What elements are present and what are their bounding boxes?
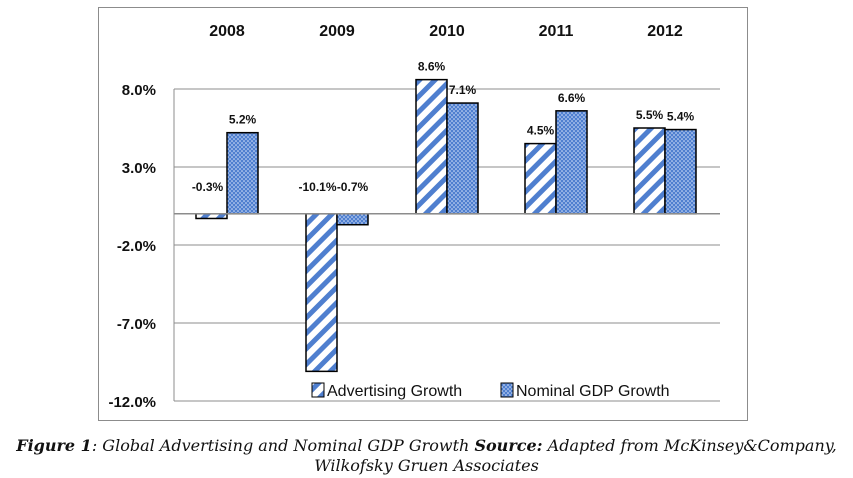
labels: 8.0% 3.0% -2.0% -7.0% -12.0% -0.3% -10.1% 8.6% 4…: [108, 23, 694, 411]
bars: [195, 78, 697, 373]
gridlines: [174, 88, 720, 402]
data-label: 7.1%: [449, 83, 477, 97]
caption-source-text: Adapted from McKinsey&Company, Wilkofsky…: [314, 436, 837, 475]
figure-caption: Figure 1: Global Advertising and Nominal…: [0, 436, 853, 476]
category-label-2008: 2008: [209, 23, 245, 40]
chart-frame: 8.0% 3.0% -2.0% -7.0% -12.0% -0.3% -10.1% 8.6% 4…: [98, 7, 748, 421]
y-tick-label: -7.0%: [117, 316, 156, 333]
bar-gdp-2009: [336, 213, 369, 226]
legend-label-gdp: Nominal GDP Growth: [516, 383, 670, 400]
data-label: 8.6%: [418, 60, 446, 74]
legend-label-advertising: Advertising Growth: [327, 383, 462, 400]
category-label-2010: 2010: [429, 23, 465, 40]
bar-gdp-2012: [664, 128, 697, 215]
data-label: -0.3%: [192, 180, 224, 194]
category-label-2011: 2011: [539, 23, 574, 40]
y-tick-label: -2.0%: [117, 238, 156, 255]
bar-advertising-2011: [524, 142, 557, 215]
data-label: 4.5%: [527, 124, 555, 138]
bar-advertising-2012: [633, 127, 666, 215]
data-label: -0.7%: [337, 180, 369, 194]
data-label: 6.6%: [558, 91, 586, 105]
data-label: 5.2%: [229, 113, 257, 127]
bar-gdp-2008: [226, 131, 259, 215]
legend-swatch-advertising: [311, 382, 325, 398]
bar-gdp-2010: [446, 102, 479, 215]
bar-advertising-2010: [415, 78, 448, 215]
bar-gdp-2011: [555, 110, 588, 215]
caption-source-label: Source:: [474, 436, 543, 455]
legend-swatch-gdp: [500, 382, 514, 398]
y-tick-label: -12.0%: [108, 394, 156, 411]
bar-advertising-2009: [305, 213, 338, 373]
caption-figure-label: Figure 1: [16, 436, 92, 455]
caption-title: : Global Advertising and Nominal GDP Gro…: [91, 436, 475, 455]
y-tick-label: 8.0%: [122, 82, 156, 99]
data-label: 5.5%: [636, 108, 664, 122]
data-label: 5.4%: [667, 110, 695, 124]
axes: [173, 89, 720, 401]
chart-plot: 8.0% 3.0% -2.0% -7.0% -12.0% -0.3% -10.1% 8.6% 4…: [108, 23, 720, 411]
category-label-2009: 2009: [319, 23, 355, 40]
data-label: -10.1%: [298, 180, 336, 194]
category-label-2012: 2012: [647, 23, 683, 40]
legend: Advertising Growth Nominal GDP Growth: [311, 382, 670, 400]
y-tick-label: 3.0%: [122, 160, 156, 177]
